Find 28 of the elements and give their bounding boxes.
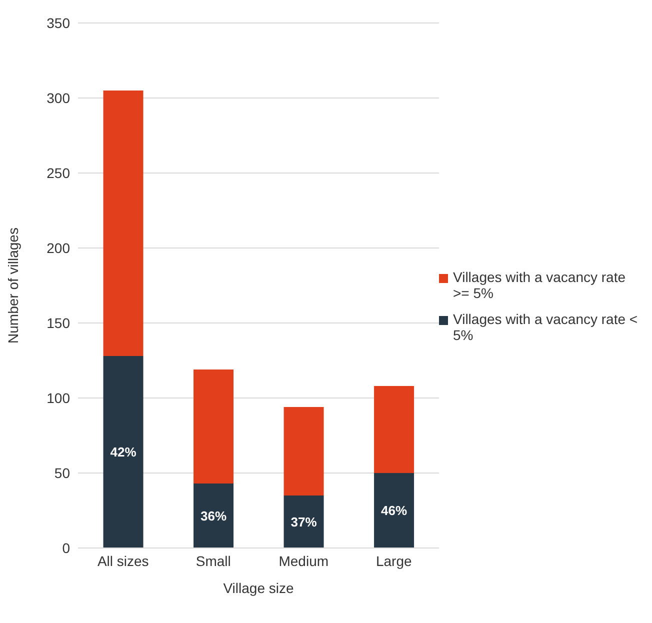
annotation: 36% [200,508,227,524]
x-tick-label: Medium [278,552,329,569]
bar [374,473,414,548]
x-tick-label: All sizes [97,552,149,569]
x-tick-label: Small [196,552,231,569]
y-tick-label: 250 [46,164,70,181]
y-tick-label: 150 [46,314,70,331]
y-tick-label: 100 [46,390,70,406]
annotation: 37% [290,514,318,530]
legend-label: Villages with a vacancy rate < 5% [453,310,639,342]
x-axis-title: Village size [223,580,294,596]
legend-label: Villages with a vacancy rate >= 5% [453,268,626,300]
bar [284,496,324,548]
y-tick-label: 0 [62,540,70,556]
bar [284,407,324,496]
y-tick-label: 50 [54,464,70,481]
bar [374,386,414,473]
x-tick-label: Large [376,552,412,569]
annotation: 46% [381,503,408,518]
y-axis-title: Number of villages [4,228,21,344]
y-tick-label: 350 [46,14,70,31]
y-tick-label: 200 [46,240,70,256]
bar [194,484,234,548]
annotation: 42% [110,444,137,460]
y-tick-label: 300 [46,90,70,106]
bar [103,356,144,548]
bar [103,90,144,356]
bar [194,370,234,484]
